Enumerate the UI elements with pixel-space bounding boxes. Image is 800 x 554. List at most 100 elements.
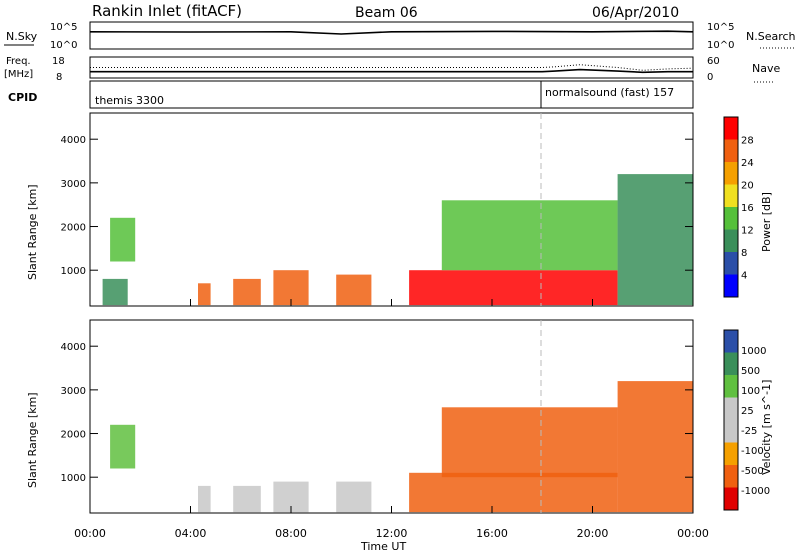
freq-panel: Freq. [MHz] 18 8 60 0 Nave (4, 56, 780, 83)
vel-heat-region-7 (617, 381, 693, 513)
vel-heat-region-2 (233, 485, 261, 513)
time-tick-label-1: 04:00 (175, 527, 207, 540)
vel-cbar-tick-4: -25 (741, 426, 757, 437)
nsearch-label: N.Search (746, 30, 796, 43)
power-cbar-tick-3: 16 (741, 203, 754, 214)
date-label: 06/Apr/2010 (592, 5, 679, 21)
cpid-segment-1: themis 3300 (95, 94, 164, 107)
vel-yaxis-label-1: 2000 (61, 430, 86, 441)
vel-cbar-swatch-6 (724, 465, 738, 488)
vel-cbar-tick-0: 1000 (741, 346, 766, 357)
power-heat-region-3 (233, 278, 261, 306)
time-tick-label-3: 12:00 (376, 527, 408, 540)
nsky-label: N.Sky (6, 30, 38, 43)
power-cbar-tick-1: 24 (741, 158, 754, 169)
power-colorbar: 28 24 20 16 12 8 4 Power [dB] (723, 116, 773, 298)
vel-heat-region-6 (441, 407, 618, 478)
vel-cbar-tick-6: -500 (741, 466, 764, 477)
nave-tick-bottom: 0 (707, 72, 713, 83)
vel-cbar-swatch-1 (724, 352, 738, 375)
beam-label: Beam 06 (355, 5, 418, 21)
power-colorbar-label: Power [dB] (760, 192, 773, 252)
time-axis: 00:00 04:00 08:00 12:00 16:00 20:00 00:00 (74, 299, 709, 540)
power-ylabel: Slant Range [km] (26, 184, 39, 280)
vel-yaxis-label-2: 3000 (61, 386, 86, 397)
power-heat-region-5 (336, 274, 372, 306)
nave-label: Nave (752, 62, 780, 75)
vel-heat-region-1 (198, 485, 211, 513)
power-heat-region-0 (110, 217, 136, 262)
vel-cbar-tick-3: 25 (741, 406, 754, 417)
vel-heat-region-5 (409, 472, 618, 513)
vel-cbar-tick-7: -1000 (741, 486, 770, 497)
power-cbar-tick-4: 12 (741, 226, 754, 237)
vel-cbar-swatch-0 (724, 330, 738, 353)
nsearch-tick-top: 10^5 (707, 22, 734, 33)
power-yaxis-label-1: 2000 (61, 223, 86, 234)
vel-cbar-swatch-2 (724, 375, 738, 398)
power-heat-region-7 (441, 200, 618, 271)
time-axis-label: Time UT (360, 540, 406, 553)
vel-cbar-swatch-4 (724, 420, 738, 443)
freq-label: Freq. (6, 56, 31, 67)
power-heatmap (102, 174, 693, 306)
power-cbar-swatch-0 (724, 117, 738, 140)
nsky-panel: N.Sky 10^5 10^0 10^5 10^0 N.Search (4, 21, 796, 51)
velocity-panel: 1000 2000 3000 4000 Slant Range [km] 1000 50… (26, 319, 773, 514)
power-cbar-tick-2: 20 (741, 181, 754, 192)
velocity-heatmap (110, 381, 693, 513)
nsky-line (89, 30, 694, 35)
vel-heat-region-0 (110, 424, 136, 469)
time-tick-label-0: 00:00 (74, 527, 106, 540)
power-heat-region-8 (617, 174, 693, 306)
vel-cbar-tick-1: 500 (741, 366, 760, 377)
power-panel: 1000 2000 3000 4000 Slant Range [km] 28 24 20… (26, 112, 773, 307)
time-tick-label-5: 20:00 (577, 527, 609, 540)
vel-cbar-swatch-5 (724, 442, 738, 465)
vel-cbar-swatch-3 (724, 397, 738, 420)
power-cbar-swatch-4 (724, 207, 738, 230)
power-yaxis-label-3: 4000 (61, 135, 86, 146)
vel-yaxis-label-3: 4000 (61, 342, 86, 353)
vel-cbar-swatch-7 (724, 487, 738, 510)
nave-tick-top: 60 (707, 56, 720, 67)
power-cbar-swatch-5 (724, 229, 738, 252)
radar-title: Rankin Inlet (fitACF) (92, 2, 242, 20)
power-cbar-tick-0: 28 (741, 136, 754, 147)
nave-line (90, 64, 694, 71)
velocity-colorbar-label: Velocity [m s^-1] (760, 380, 773, 475)
cpid-label: CPID (8, 91, 37, 104)
freq-line (90, 68, 693, 74)
nsearch-tick-bottom: 10^0 (707, 40, 734, 51)
power-cbar-tick-6: 4 (741, 271, 747, 282)
vel-yaxis-label-0: 1000 (61, 473, 86, 484)
nsky-tick-top: 10^5 (50, 22, 77, 33)
power-cbar-swatch-6 (724, 252, 738, 275)
power-yaxis-label-0: 1000 (61, 266, 86, 277)
freq-unit: [MHz] (4, 69, 33, 80)
vel-cbar-tick-2: 100 (741, 386, 760, 397)
cpid-bar: CPID themis 3300 normalsound (fast) 157 (8, 80, 694, 109)
power-y-axis: 1000 2000 3000 4000 (61, 135, 693, 277)
freq-tick-top: 18 (52, 56, 65, 67)
velocity-y-axis: 1000 2000 3000 4000 (61, 342, 693, 484)
power-heat-region-6 (409, 270, 618, 306)
time-tick-label-6: 00:00 (677, 527, 709, 540)
cpid-segment-2: normalsound (fast) 157 (545, 86, 674, 99)
freq-tick-bottom: 8 (56, 72, 62, 83)
power-heat-region-2 (198, 283, 211, 306)
power-cbar-swatch-2 (724, 162, 738, 185)
power-yaxis-label-2: 3000 (61, 179, 86, 190)
vel-heat-region-4 (336, 481, 372, 513)
power-cbar-swatch-7 (724, 274, 738, 297)
velocity-ylabel: Slant Range [km] (26, 392, 39, 488)
time-tick-label-2: 08:00 (275, 527, 307, 540)
power-cbar-swatch-3 (724, 184, 738, 207)
vel-cbar-tick-5: -100 (741, 446, 764, 457)
velocity-colorbar: 1000 500 100 25 -25 -100 -500 -1000 Velocity [m… (723, 329, 773, 511)
power-cbar-tick-5: 8 (741, 248, 747, 259)
time-tick-label-4: 16:00 (476, 527, 508, 540)
power-heat-region-1 (102, 278, 128, 306)
nsky-tick-bottom: 10^0 (50, 40, 77, 51)
